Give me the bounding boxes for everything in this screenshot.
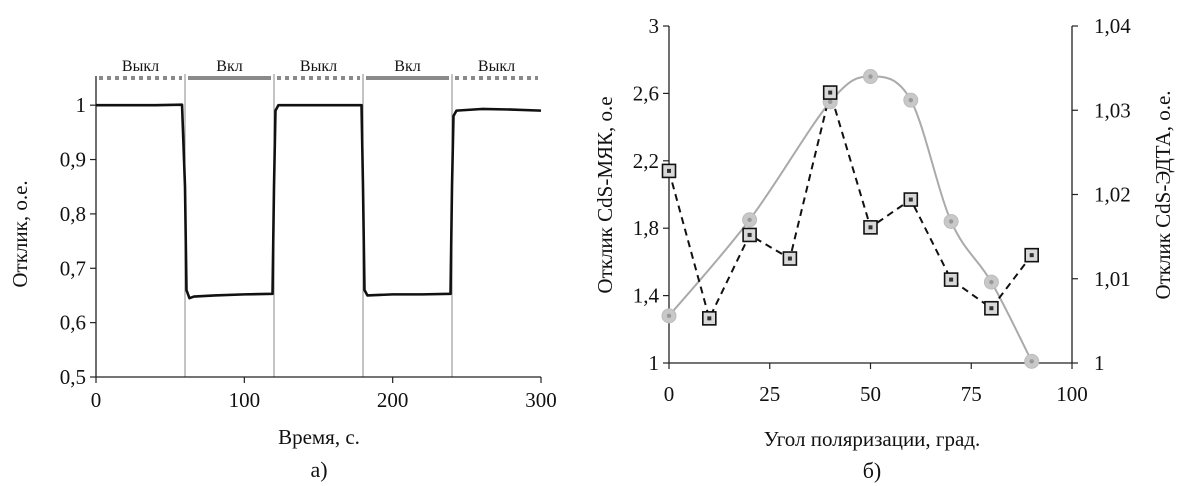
panel-b-axes: 1 1,4 1,8 2,2 2,6 3 1 1,01 1,02 1,03 1,04 0 25 50 75 10… (633, 14, 1132, 406)
x-tick-label: 300 (525, 388, 557, 412)
panel-a-label: а) (310, 457, 327, 482)
square-marker-center (667, 168, 671, 173)
panel-b-label: б) (863, 458, 882, 483)
phase-label-on: Вкл (394, 58, 420, 75)
circle-marker-center (868, 74, 873, 79)
square-marker-center (868, 225, 873, 230)
left-y-tick-label: 2,6 (633, 81, 659, 105)
x-tick-label: 0 (664, 382, 675, 406)
phase-label-off: Выкл (300, 58, 337, 75)
panel-a-phase-labels: Выкл Вкл Выкл Вкл Выкл (122, 58, 515, 75)
circle-marker-center (989, 279, 994, 285)
response-line (96, 103, 542, 300)
circle-marker-center (948, 219, 954, 224)
y-tick-label: 0,9 (60, 148, 86, 172)
phase-label-off: Выкл (478, 58, 515, 75)
square-marker-center (707, 316, 712, 321)
circle-marker-center (666, 313, 672, 319)
left-y-tick-label: 3 (649, 14, 660, 38)
panel-b-x-axis-label: Угол поляризации, град. (764, 427, 981, 451)
x-tick-label: 200 (377, 388, 409, 412)
left-y-tick-label: 1 (649, 351, 660, 375)
right-y-tick-label: 1,01 (1094, 267, 1131, 291)
left-y-tick-label: 2,2 (633, 149, 659, 173)
panel-b-left-y-axis-label: Отклик CdS-МЯК, о.е (593, 96, 617, 293)
square-marker-center (908, 197, 913, 202)
panel-a-phase-boundaries (184, 74, 453, 377)
x-tick-label: 100 (1056, 382, 1088, 406)
panel-b-right-y-axis-label: Отклик CdS-ЭДТА, о.е. (1151, 90, 1175, 299)
y-tick-label: 0,5 (60, 365, 86, 389)
circle-marker-center (1029, 359, 1034, 364)
phase-label-off: Выкл (122, 58, 159, 75)
square-marker-center (1029, 253, 1034, 258)
series-cds-myak-line (668, 75, 1033, 362)
y-tick-label: 0,7 (60, 256, 86, 280)
circle-marker-center (747, 217, 752, 222)
square-marker-center (949, 277, 954, 282)
panel-a-axes: 0,5 0,6 0,7 0,8 0,9 1 0 100 200 300 (60, 76, 557, 412)
left-y-tick-label: 1,4 (633, 284, 660, 308)
circle-marker-center (908, 97, 913, 103)
right-y-tick-label: 1 (1094, 351, 1105, 375)
square-marker-center (989, 306, 994, 311)
x-tick-label: 50 (860, 382, 881, 406)
right-y-tick-label: 1,04 (1094, 14, 1131, 38)
circle-marker-center (828, 99, 833, 105)
panel-b-series (661, 69, 1040, 369)
y-tick-label: 0,8 (60, 202, 86, 226)
panel-a-x-axis-label: Время, с. (278, 425, 360, 449)
square-marker-center (747, 232, 752, 237)
x-tick-label: 100 (229, 388, 261, 412)
square-marker-center (828, 90, 833, 95)
panel-b-response-vs-polarization: 1 1,4 1,8 2,2 2,6 3 1 1,01 1,02 1,03 1,04 0 25 50 75 10… (593, 14, 1175, 483)
panel-a-series (96, 103, 542, 300)
y-tick-label: 1 (76, 93, 87, 117)
panel-a-y-axis-label: Отклик, о.е. (8, 180, 32, 287)
series-cds-edta-line (668, 88, 1033, 322)
right-y-tick-label: 1,03 (1094, 98, 1131, 122)
panel-a-response-vs-time: Выкл Вкл Выкл Вкл Выкл 0,5 0,6 0,7 0,8 0,9 1 0 100 2… (8, 58, 557, 482)
right-y-tick-label: 1,02 (1094, 183, 1131, 207)
x-tick-label: 0 (91, 388, 102, 412)
y-tick-label: 0,6 (60, 311, 86, 335)
left-y-tick-label: 1,8 (633, 216, 659, 240)
x-tick-label: 75 (961, 382, 982, 406)
square-marker-center (787, 256, 792, 261)
phase-label-on: Вкл (216, 58, 242, 75)
x-tick-label: 25 (759, 382, 780, 406)
